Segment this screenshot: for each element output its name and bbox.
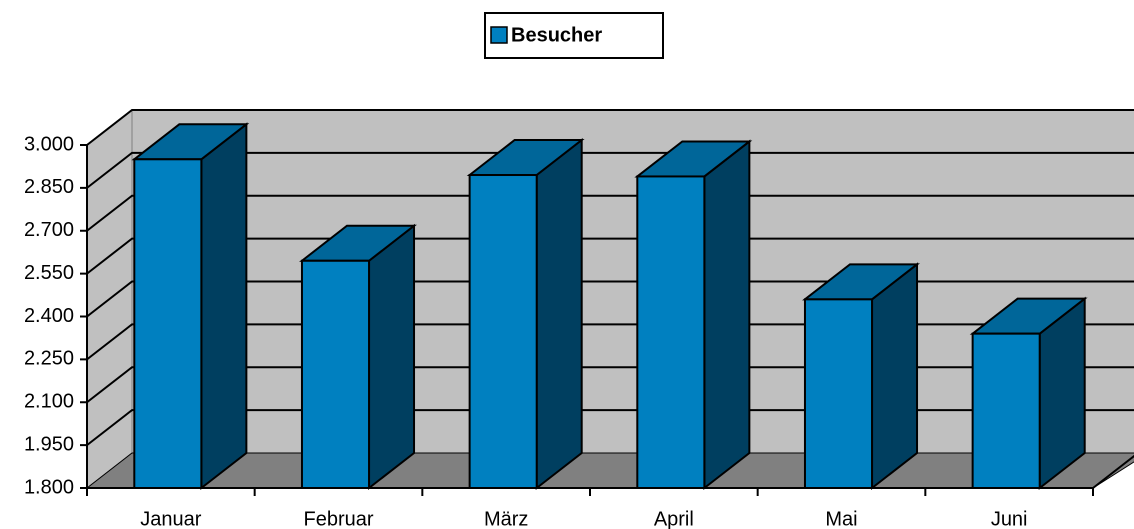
bar-front (468, 174, 538, 489)
bar-side (368, 223, 416, 491)
x-tick-label: Januar (140, 508, 201, 529)
bar (969, 296, 1088, 491)
bar-front (300, 259, 371, 490)
legend-swatch (490, 26, 508, 44)
bar-front (971, 332, 1041, 489)
grid-line (86, 280, 1134, 318)
bar-front (636, 175, 706, 489)
x-tick-label: Juni (991, 508, 1028, 529)
bar-front (803, 298, 874, 489)
bar-front (133, 158, 203, 490)
grid-line (86, 109, 1134, 146)
bar-side (200, 122, 248, 491)
legend-label: Besucher (511, 24, 602, 46)
y-tick-label: 2.550 (24, 262, 74, 284)
y-tick-label: 3.000 (24, 133, 74, 155)
grid-line (86, 237, 1134, 275)
bar (466, 137, 585, 491)
floor-edge (1092, 454, 1134, 489)
y-tick-label: 1.950 (24, 433, 74, 455)
x-tick-label: Mai (825, 508, 857, 529)
x-tick-label: Februar (303, 508, 373, 529)
bar (299, 223, 417, 491)
x-tick-label: April (654, 508, 694, 529)
grid-line (86, 194, 1134, 232)
bar-side (535, 137, 583, 491)
y-tick-label: 2.850 (24, 176, 74, 198)
bar (634, 139, 753, 491)
y-tick-label: 2.100 (24, 391, 74, 413)
y-tick-label: 1.800 (24, 476, 74, 498)
y-tick-label: 2.250 (24, 348, 74, 370)
legend: Besucher (484, 12, 664, 59)
y-tick-label: 2.400 (24, 305, 74, 327)
bar (131, 122, 250, 491)
y-tick-label: 2.700 (24, 219, 74, 241)
x-tick-label: März (484, 508, 528, 529)
bar-side (703, 139, 751, 491)
bar-side (871, 262, 919, 491)
bar (802, 262, 920, 491)
legend-box (484, 12, 664, 59)
grid-line (86, 151, 1134, 189)
